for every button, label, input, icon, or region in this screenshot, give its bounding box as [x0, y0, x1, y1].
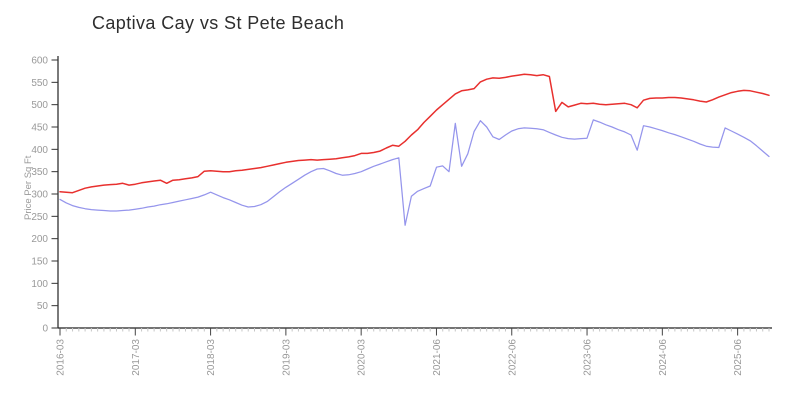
- y-tick-label: 50: [37, 301, 49, 312]
- chart-title: Captiva Cay vs St Pete Beach: [92, 13, 345, 33]
- x-tick-label: 2017-03: [131, 339, 142, 376]
- y-tick-label: 200: [31, 234, 48, 245]
- y-tick-label: 550: [31, 78, 48, 89]
- y-axis-title: Price Per Sq Ft: [23, 155, 34, 220]
- y-tick-label: 150: [31, 257, 48, 268]
- x-tick-label: 2025-06: [733, 339, 744, 376]
- x-tick-label: 2020-03: [357, 339, 368, 376]
- y-tick-label: 250: [31, 212, 48, 223]
- x-tick-label: 2018-03: [206, 339, 217, 376]
- y-tick-label: 100: [31, 279, 48, 290]
- x-tick-label: 2021-06: [432, 339, 443, 376]
- y-tick-label: 300: [31, 190, 48, 201]
- y-tick-label: 400: [31, 145, 48, 156]
- red-line: [59, 73, 770, 194]
- x-tick-label: 2016-03: [56, 339, 67, 376]
- x-tick-label: 2019-03: [281, 339, 292, 376]
- y-tick-label: 600: [31, 56, 48, 67]
- blue-line: [59, 119, 770, 226]
- y-tick-label: 450: [31, 123, 48, 134]
- y-tick-label: 350: [31, 167, 48, 178]
- y-tick-label: 500: [31, 100, 48, 111]
- y-tick-label: 0: [42, 324, 48, 335]
- x-tick-label: 2022-06: [507, 339, 518, 376]
- x-tick-label: 2023-06: [583, 339, 594, 376]
- x-tick-label: 2024-06: [658, 339, 669, 376]
